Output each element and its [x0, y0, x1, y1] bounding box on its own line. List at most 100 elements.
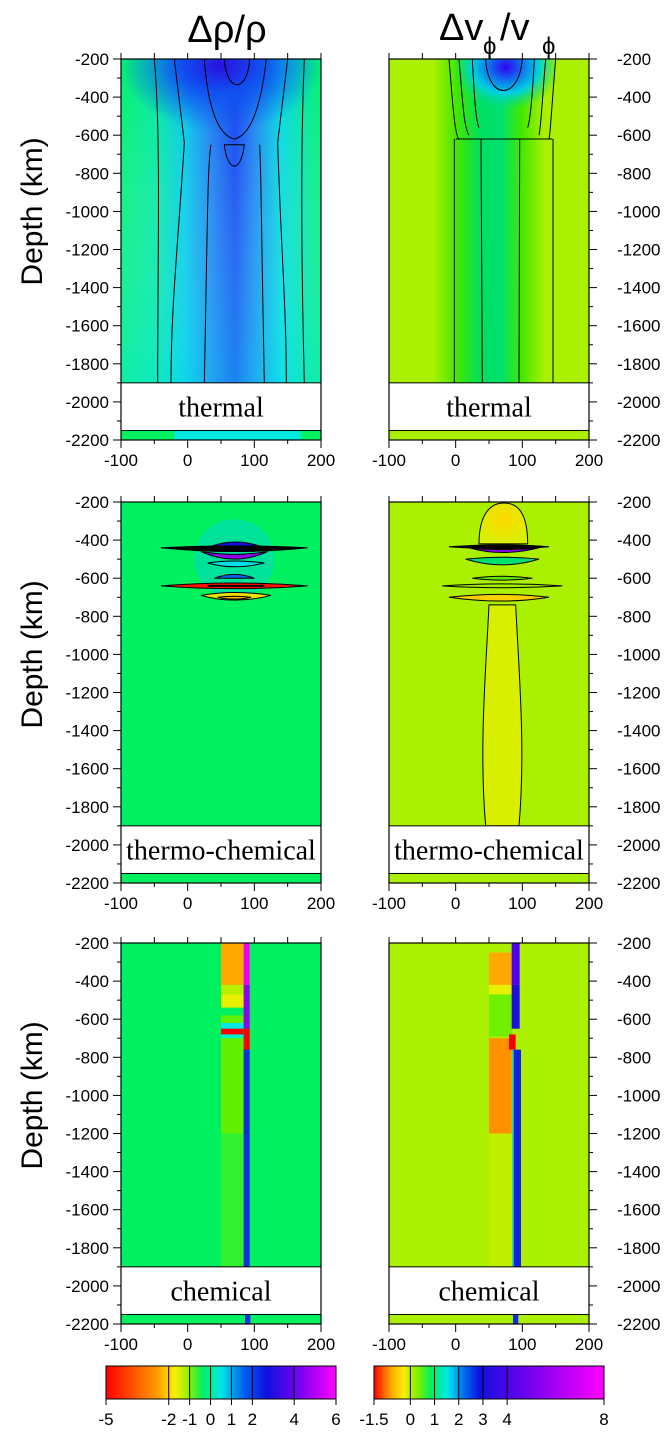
purple-band [468, 547, 540, 553]
y-tick-label: -1200 [66, 1125, 109, 1144]
chemical-layer [221, 1028, 244, 1035]
contour-line [277, 58, 289, 383]
x-tick-label: 200 [307, 894, 335, 913]
contour-line [458, 58, 470, 136]
colorbar-tick-label: -2 [161, 1410, 176, 1429]
x-tick-label: 100 [508, 1335, 536, 1354]
y-tick-label: -1000 [66, 202, 109, 221]
x-tick-label: 100 [508, 451, 536, 470]
blue-cap [214, 573, 255, 579]
y-tick-label: -2200 [617, 874, 660, 893]
panel-label: thermo-chemical [126, 836, 316, 867]
contour-line [203, 144, 212, 383]
y-tick-label: -400 [75, 88, 109, 107]
y-tick-label: -1800 [617, 355, 660, 374]
chemical-layer [221, 1023, 244, 1029]
red-stripe [509, 1034, 516, 1050]
y-tick-label: -2000 [617, 1277, 660, 1296]
chemical-layer [221, 1133, 244, 1267]
colorbar-tick-label: 2 [248, 1410, 257, 1429]
right-column-title: Δv ϕ /v ϕ [439, 7, 555, 60]
label-box [120, 1266, 322, 1315]
y-tick-label: -400 [75, 972, 109, 991]
colorbar-tick-label: 0 [206, 1410, 215, 1429]
yellow-conduit [482, 604, 523, 827]
y-tick-label: -1600 [617, 1201, 660, 1220]
x-tick-label: -100 [372, 894, 406, 913]
green-line-band [442, 583, 563, 589]
contour-line [485, 58, 523, 91]
x-tick-label: 200 [307, 451, 335, 470]
x-tick-label: 0 [183, 894, 192, 913]
y-tick-label: -200 [75, 493, 109, 512]
chemical-layer [221, 984, 244, 995]
colorbar-tick-label: 1 [227, 1410, 236, 1429]
colorbar-tick-label: 4 [289, 1410, 298, 1429]
contour-line [301, 58, 305, 383]
y-tick-label: -1400 [617, 1163, 660, 1182]
y-tick-label: -400 [75, 531, 109, 550]
blue-stripe [243, 1049, 250, 1267]
bottom-strip [121, 1314, 321, 1324]
bottom-strip-cyan [174, 430, 301, 440]
y-tick-label: -2000 [66, 393, 109, 412]
y-tick-label: -1000 [66, 645, 109, 664]
label-box [120, 825, 322, 874]
y-tick-label: -600 [75, 126, 109, 145]
y-tick-label: -1000 [617, 1086, 660, 1105]
contour-line [480, 139, 483, 383]
colorbar-ramp [105, 1365, 337, 1400]
panel-label: chemical [438, 1277, 539, 1308]
heatmap-top-anomaly [455, 59, 556, 140]
red-stripe [243, 1028, 250, 1050]
purple-stripe [511, 943, 520, 985]
y-tick-label: -1600 [66, 317, 109, 336]
y-tick-label: -800 [617, 1048, 651, 1067]
y-tick-label: -200 [617, 493, 651, 512]
panel-thermal-density: thermal-200-400-600-800-1000-1200-1400-1… [16, 50, 335, 470]
contour-line [153, 58, 159, 383]
colorbar-velocity: -1.5 0 1 2 3 4 8 [359, 1365, 609, 1429]
label-box [388, 1266, 590, 1315]
x-tick-label: -100 [104, 1335, 138, 1354]
y-axis-label: Depth (km) [16, 1021, 49, 1169]
y-tick-label: -600 [75, 1010, 109, 1029]
label-box [120, 382, 322, 431]
y-axis-label: Depth (km) [16, 137, 49, 285]
contour-line [548, 58, 557, 140]
y-tick-label: -1600 [617, 760, 660, 779]
yellow-band [448, 593, 550, 602]
x-tick-label: 200 [575, 451, 603, 470]
blue-stripe-top [511, 984, 520, 1029]
purple-band [200, 551, 268, 560]
y-tick-label: -1400 [617, 722, 660, 741]
y-tick-label: -1400 [66, 722, 109, 741]
y-tick-label: -1400 [66, 279, 109, 298]
left-column-title: Δρ/ρ [187, 9, 266, 51]
chemical-layer [221, 994, 244, 1008]
y-tick-label: -1800 [66, 355, 109, 374]
y-tick-label: -1000 [66, 1086, 109, 1105]
contour-line [448, 58, 460, 140]
y-tick-label: -2000 [66, 836, 109, 855]
y-tick-label: -400 [617, 531, 651, 550]
panel-thermochemical-velocity: thermo-chemical-200-400-600-800-1000-120… [372, 493, 661, 913]
y-tick-label: -1400 [617, 279, 660, 298]
x-tick-label: 200 [575, 1335, 603, 1354]
y-tick-label: -1800 [617, 1239, 660, 1258]
contour-line [203, 58, 267, 140]
panel-label: thermal [446, 393, 532, 424]
bottom-strip-blue [513, 1314, 519, 1324]
y-tick-label: -1800 [66, 1239, 109, 1258]
cyan-edge [512, 1049, 514, 1267]
y-tick-label: -800 [75, 164, 109, 183]
y-tick-label: -2200 [617, 1315, 660, 1334]
label-box [388, 382, 590, 431]
colorbar-tick-label: -5 [98, 1410, 113, 1429]
contour-line [527, 58, 535, 128]
contour-line [223, 144, 245, 167]
contour-line [170, 58, 185, 383]
y-tick-label: -200 [75, 934, 109, 953]
chemical-layer [489, 1133, 512, 1267]
